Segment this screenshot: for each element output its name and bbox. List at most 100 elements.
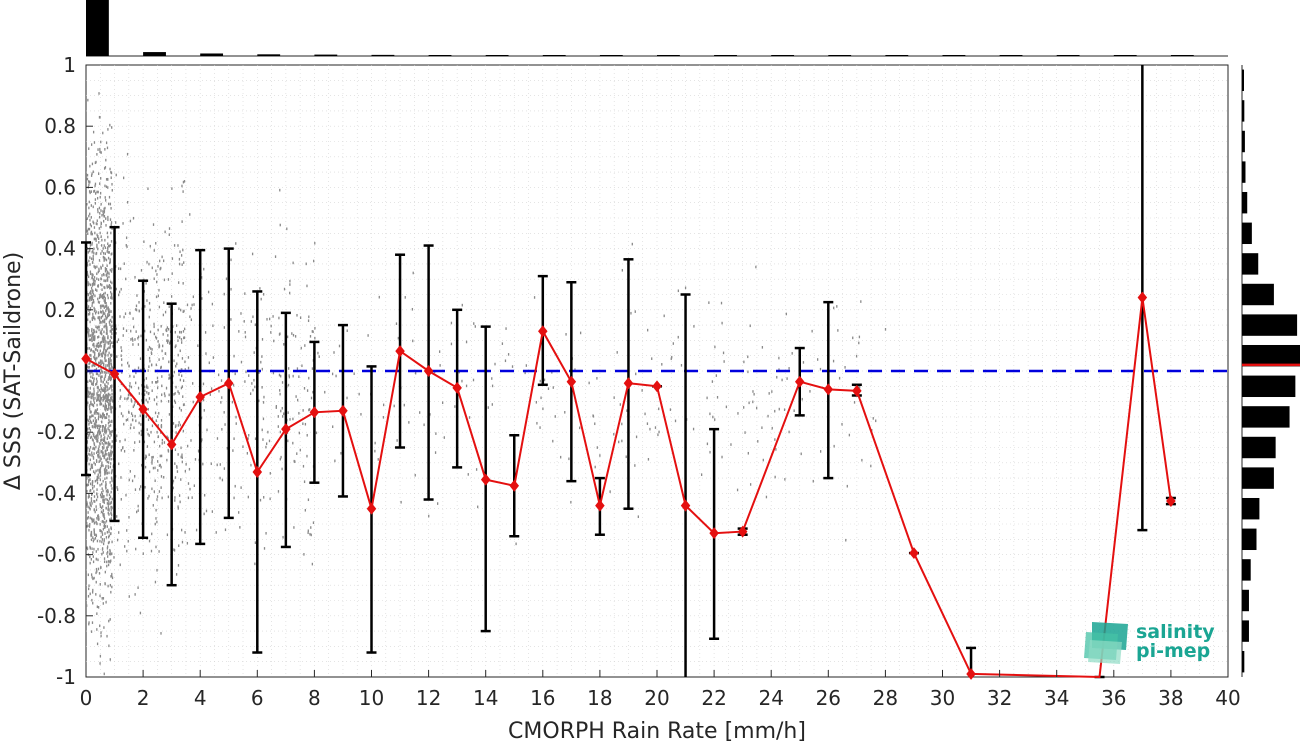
scatter-point [269,497,271,501]
scatter-point [102,292,105,296]
scatter-point [274,255,277,258]
scatter-point [94,353,96,357]
scatter-point [96,382,98,385]
scatter-point [311,562,314,566]
scatter-point [89,415,91,419]
scatter-point [784,478,786,481]
scatter-point [108,497,111,500]
scatter-point [180,446,182,450]
scatter-point [110,207,112,210]
scatter-point [94,282,96,286]
scatter-point [164,394,166,398]
scatter-point [86,202,88,206]
scatter-point [180,408,182,412]
scatter-point [89,371,91,375]
scatter-point [300,346,302,350]
scatter-point [281,381,284,384]
scatter-point [88,362,90,366]
scatter-point [86,517,89,520]
scatter-point [104,526,106,529]
scatter-point [103,345,105,349]
scatter-point [93,141,96,144]
scatter-point [248,374,250,377]
scatter-point [308,376,310,380]
scatter-point [107,306,109,309]
scatter-point [231,400,234,404]
scatter-point [176,470,179,473]
scatter-point [109,658,111,661]
scatter-point [95,424,97,428]
scatter-point [94,161,97,165]
scatter-point [111,429,113,433]
scatter-point [109,465,112,469]
scatter-point [270,331,272,334]
scatter-point [403,403,405,407]
scatter-point [103,626,105,629]
scatter-point [94,294,96,298]
scatter-point [104,238,106,242]
scatter-point [89,522,91,526]
scatter-point [98,460,100,464]
scatter-point [98,432,101,436]
scatter-point [90,143,93,146]
scatter-point [96,522,98,525]
scatter-point [91,403,93,406]
scatter-point [166,329,168,333]
scatter-point [788,430,790,434]
scatter-point [281,467,283,471]
scatter-point [275,406,277,409]
scatter-point [104,405,106,409]
scatter-point [105,199,107,202]
scatter-point [104,390,106,394]
scatter-point [287,411,289,414]
scatter-point [177,564,180,567]
scatter-point [183,327,186,331]
scatter-point [187,366,190,370]
scatter-point [716,396,719,399]
scatter-point [111,126,113,129]
scatter-point [504,359,507,363]
scatter-point [105,464,107,468]
scatter-point [215,531,217,534]
scatter-point [848,433,851,437]
scatter-point [90,375,92,379]
scatter-point [109,502,111,506]
scatter-point [715,374,718,377]
scatter-point [89,244,92,247]
scatter-point [97,434,99,437]
scatter-point [99,415,102,419]
scatter-point [91,598,93,602]
scatter-point [151,381,153,384]
scatter-point [106,177,109,181]
scatter-point [93,412,96,415]
mean-marker [509,479,520,492]
scatter-point [91,297,94,300]
scatter-point [101,531,103,534]
scatter-point [166,458,168,462]
scatter-point [783,408,786,412]
x-tick-label: 4 [194,686,207,710]
scatter-point [833,444,835,448]
scatter-point [95,310,97,314]
scatter-point [135,381,137,385]
scatter-point [106,286,108,289]
scatter-point [103,443,105,446]
scatter-point [110,240,113,243]
scatter-point [92,403,94,407]
scatter-point [93,377,95,381]
scatter-point [104,470,106,474]
scatter-point [88,423,90,426]
right-histogram-bar [1242,69,1244,92]
scatter-point [110,452,113,456]
scatter-point [259,498,262,502]
scatter-point [107,353,109,357]
scatter-point [92,315,94,319]
scatter-point [111,479,113,483]
scatter-point [133,325,135,329]
scatter-point [105,380,108,384]
y-tick-label: -0.4 [37,481,76,505]
scatter-point [145,385,148,389]
scatter-point [109,436,111,439]
scatter-point [108,357,110,361]
scatter-point [90,357,92,361]
